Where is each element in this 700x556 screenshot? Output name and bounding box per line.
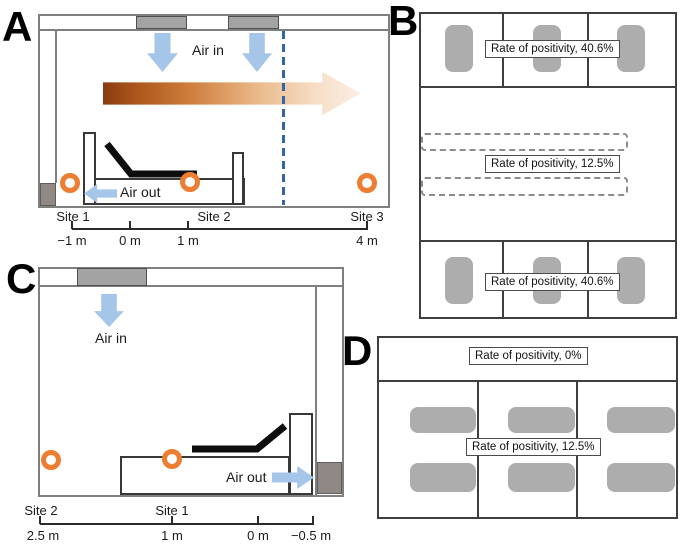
bed-icon xyxy=(445,25,473,72)
air-in-label-a: Air in xyxy=(192,42,224,58)
ruler-tick xyxy=(257,516,259,524)
bed-headboard-a xyxy=(83,132,96,205)
ruler-tick xyxy=(39,516,41,524)
patient-recline-line-a xyxy=(104,141,197,178)
panel-d-label: D xyxy=(342,327,372,374)
bed-icon xyxy=(617,257,645,304)
sampling-site-marker-c2 xyxy=(41,450,61,470)
bed-footboard-a xyxy=(232,152,244,205)
sampling-site-marker-a1 xyxy=(60,173,80,193)
site-label: Site 2 xyxy=(24,503,58,518)
bed-icon xyxy=(607,463,675,492)
rate-of-positivity-box: Rate of positivity, 40.6% xyxy=(485,40,620,58)
ruler-label: 0 m xyxy=(247,528,269,543)
ceiling-line-a xyxy=(40,29,388,31)
bed-icon xyxy=(410,407,476,433)
ruler-label: −1 m xyxy=(57,233,87,248)
ruler-tick xyxy=(71,221,73,229)
air-in-label-c: Air in xyxy=(95,330,127,346)
ruler-tick xyxy=(171,516,173,524)
sampling-site-marker-a3 xyxy=(357,173,377,193)
bed-icon xyxy=(617,25,645,72)
ruler-label: 0 m xyxy=(119,233,141,248)
panel-c-label: C xyxy=(6,255,36,302)
sampling-site-marker-a2 xyxy=(180,172,200,192)
air-outlet-block-a xyxy=(40,183,56,206)
site-label: Site 1 xyxy=(56,209,90,224)
air-out-label-a: Air out xyxy=(120,184,161,200)
room-outline-a xyxy=(38,14,390,208)
ruler-tick xyxy=(187,221,189,229)
ceiling-vent-c xyxy=(77,268,147,286)
scale-ruler-c xyxy=(40,523,314,525)
bay-divider-bottom-b xyxy=(421,240,675,242)
air-out-label-c: Air out xyxy=(226,469,267,485)
bed-icon xyxy=(410,463,476,492)
bay-divider-d xyxy=(379,380,676,382)
corridor-dashed-zone-b xyxy=(421,177,628,196)
ruler-label: 2.5 m xyxy=(26,528,60,543)
rate-of-positivity-box: Rate of positivity, 12.5% xyxy=(466,438,601,456)
bed-icon xyxy=(508,463,575,492)
patient-recline-line-c xyxy=(192,423,288,453)
rate-of-positivity-box: Rate of positivity, 0% xyxy=(469,347,588,365)
dashed-boundary-line-a xyxy=(282,31,285,205)
ceiling-vent-a2 xyxy=(228,16,279,29)
rate-of-positivity-box: Rate of positivity, 12.5% xyxy=(485,155,620,173)
scale-ruler-a xyxy=(72,228,368,230)
ruler-label: 1 m xyxy=(177,233,199,248)
ceiling-line-c xyxy=(40,285,342,287)
panel-a-label: A xyxy=(2,3,32,50)
right-duct-wall-c xyxy=(315,287,317,495)
rate-of-positivity-box: Rate of positivity, 40.6% xyxy=(485,273,620,291)
ruler-label: −0.5 m xyxy=(290,528,332,543)
ruler-label: 4 m xyxy=(356,233,378,248)
bed-icon xyxy=(607,407,675,433)
panel-b-label: B xyxy=(388,0,418,44)
site-label: Site 1 xyxy=(155,503,189,518)
corridor-dashed-zone-b xyxy=(421,133,628,151)
ruler-tick xyxy=(366,221,368,229)
sampling-site-marker-c1 xyxy=(162,449,182,469)
ceiling-vent-a1 xyxy=(136,16,187,29)
bed-icon xyxy=(508,407,575,433)
left-duct-wall-a xyxy=(55,30,57,183)
bay-divider-top-b xyxy=(421,86,675,88)
ruler-tick xyxy=(129,221,131,229)
bed-icon xyxy=(445,257,473,304)
site-label: Site 3 xyxy=(350,209,384,224)
ruler-tick xyxy=(312,516,314,524)
site-label: Site 2 xyxy=(197,209,231,224)
air-outlet-block-c xyxy=(317,462,342,494)
ruler-label: 1 m xyxy=(161,528,183,543)
